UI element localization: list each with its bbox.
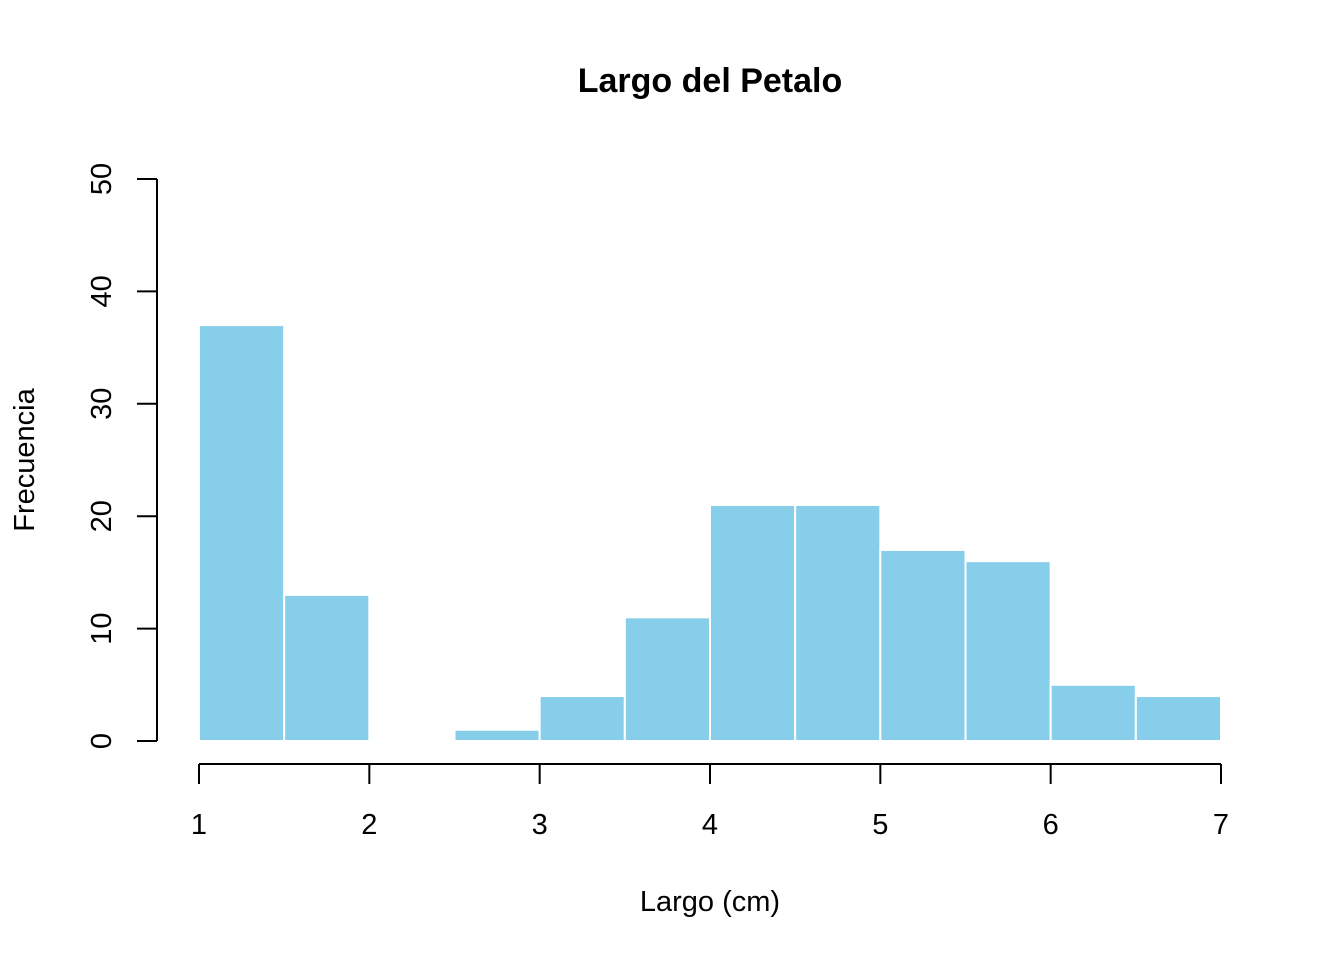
histogram-bar-3 <box>453 728 541 743</box>
histogram-bar-9 <box>964 560 1052 742</box>
histogram-bar-6 <box>709 503 797 742</box>
y-tick-label: 30 <box>86 388 118 420</box>
bars-group <box>198 324 1223 743</box>
chart-title: Largo del Petalo <box>578 62 843 100</box>
histogram-bar-8 <box>879 548 967 742</box>
histogram-bar-7 <box>794 503 882 742</box>
x-axis-label: Largo (cm) <box>640 886 780 918</box>
y-tick-label: 20 <box>86 500 118 532</box>
y-axis-label: Frecuencia <box>9 387 41 531</box>
y-tick-label: 10 <box>86 612 118 644</box>
histogram-bar-10 <box>1049 683 1137 742</box>
y-axis: 0 10 20 30 40 50 <box>86 163 158 749</box>
y-tick-label: 50 <box>86 163 118 195</box>
x-tick-label: 2 <box>361 809 377 841</box>
x-axis: 1 2 3 4 5 6 7 <box>191 763 1229 841</box>
histogram-bar-1 <box>283 593 371 742</box>
histogram-bar-0 <box>198 324 286 742</box>
x-tick-label: 6 <box>1043 809 1059 841</box>
x-tick-label: 1 <box>191 809 207 841</box>
y-tick-label: 0 <box>86 733 118 749</box>
histogram-bar-4 <box>538 695 626 742</box>
x-tick-label: 7 <box>1213 809 1229 841</box>
histogram-bar-5 <box>623 616 711 742</box>
x-tick-label: 4 <box>702 809 718 841</box>
x-tick-label: 5 <box>872 809 888 841</box>
y-tick-label: 40 <box>86 275 118 307</box>
histogram-bar-11 <box>1134 695 1223 742</box>
x-tick-label: 3 <box>532 809 548 841</box>
